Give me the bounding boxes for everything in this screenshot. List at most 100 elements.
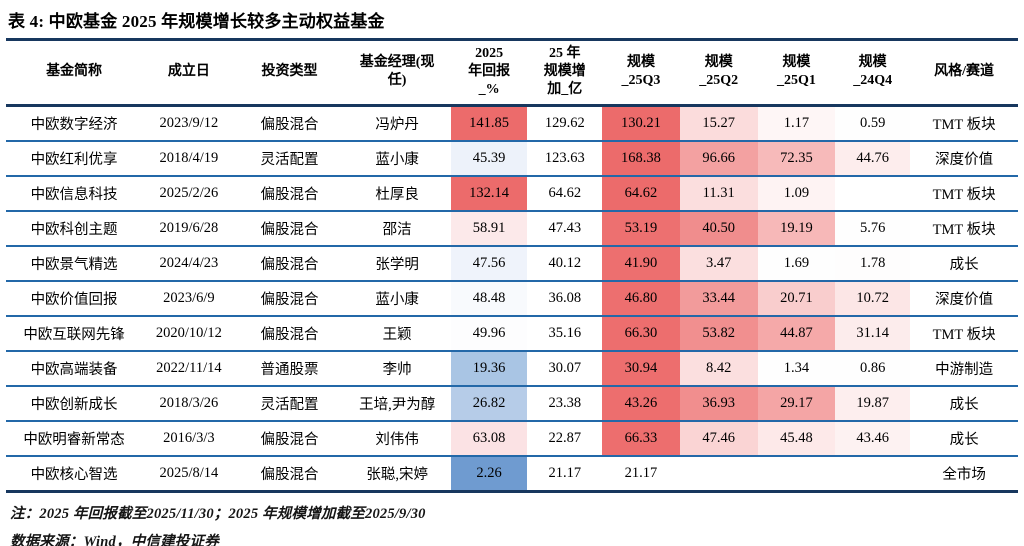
scale-24q4-cell bbox=[835, 175, 911, 212]
note-cutoff-dates: 注：2025 年回报截至2025/11/30；2025 年规模增加截至2025/… bbox=[10, 505, 426, 522]
scale-25q1-cell: 1.69 bbox=[757, 245, 836, 282]
fund-name: 中欧明睿新常态 bbox=[6, 420, 143, 457]
scale-24q4-cell bbox=[835, 455, 911, 493]
fund-investment-type: 偏股混合 bbox=[235, 175, 344, 212]
scale-25q2-cell: 47.46 bbox=[679, 420, 758, 457]
style-track: 中游制造 bbox=[910, 350, 1018, 387]
scale-increase-cell: 123.63 bbox=[527, 140, 603, 177]
return-2025-cell: 2.26 bbox=[450, 455, 528, 493]
scale-25q2-cell: 15.27 bbox=[679, 105, 758, 142]
fund-manager: 冯炉丹 bbox=[343, 105, 451, 142]
table-row: 中欧互联网先锋 2020/10/12 偏股混合 王颖 49.96 35.16 6… bbox=[6, 315, 1018, 352]
scale-25q3-cell: 53.19 bbox=[602, 210, 680, 247]
col-style-track: 风格/赛道 bbox=[910, 38, 1018, 107]
fund-name: 中欧互联网先锋 bbox=[6, 315, 143, 352]
scale-25q1-cell bbox=[757, 455, 836, 493]
return-2025-cell: 141.85 bbox=[450, 105, 528, 142]
fund-inception-date: 2024/4/23 bbox=[142, 245, 236, 282]
fund-name: 中欧信息科技 bbox=[6, 175, 143, 212]
scale-25q3-cell: 130.21 bbox=[602, 105, 680, 142]
fund-manager: 蓝小康 bbox=[343, 140, 451, 177]
return-2025-cell: 48.48 bbox=[450, 280, 528, 317]
col-scale-25q2: 规模 _25Q2 bbox=[679, 38, 758, 107]
fund-inception-date: 2019/6/28 bbox=[142, 210, 236, 247]
fund-investment-type: 偏股混合 bbox=[235, 280, 344, 317]
fund-inception-date: 2023/6/9 bbox=[142, 280, 236, 317]
scale-25q2-cell: 3.47 bbox=[679, 245, 758, 282]
fund-investment-type: 偏股混合 bbox=[235, 210, 344, 247]
return-2025-cell: 45.39 bbox=[450, 140, 528, 177]
table-row: 中欧核心智选 2025/8/14 偏股混合 张聪,宋婷 2.26 21.17 2… bbox=[6, 455, 1018, 493]
col-scale-increase-25: 25 年 规模增 加_亿 bbox=[527, 38, 603, 107]
col-inception-date: 成立日 bbox=[142, 38, 236, 107]
fund-manager: 邵洁 bbox=[343, 210, 451, 247]
scale-increase-cell: 23.38 bbox=[527, 385, 603, 422]
scale-24q4-cell: 0.86 bbox=[835, 350, 911, 387]
fund-investment-type: 偏股混合 bbox=[235, 455, 344, 493]
scale-24q4-cell: 1.78 bbox=[835, 245, 911, 282]
style-track: TMT 板块 bbox=[910, 105, 1018, 142]
style-track: 成长 bbox=[910, 385, 1018, 422]
scale-25q2-cell bbox=[679, 455, 758, 493]
scale-increase-cell: 129.62 bbox=[527, 105, 603, 142]
scale-24q4-cell: 0.59 bbox=[835, 105, 911, 142]
style-track: TMT 板块 bbox=[910, 315, 1018, 352]
table-row: 中欧科创主题 2019/6/28 偏股混合 邵洁 58.91 47.43 53.… bbox=[6, 210, 1018, 247]
scale-increase-cell: 47.43 bbox=[527, 210, 603, 247]
scale-24q4-cell: 43.46 bbox=[835, 420, 911, 457]
scale-25q3-cell: 41.90 bbox=[602, 245, 680, 282]
table-row: 中欧信息科技 2025/2/26 偏股混合 杜厚良 132.14 64.62 6… bbox=[6, 175, 1018, 212]
fund-name: 中欧创新成长 bbox=[6, 385, 143, 422]
fund-investment-type: 灵活配置 bbox=[235, 385, 344, 422]
scale-increase-cell: 64.62 bbox=[527, 175, 603, 212]
col-scale-24q4: 规模 _24Q4 bbox=[835, 38, 911, 107]
fund-manager: 王颖 bbox=[343, 315, 451, 352]
fund-name: 中欧数字经济 bbox=[6, 105, 143, 142]
fund-investment-type: 普通股票 bbox=[235, 350, 344, 387]
fund-manager: 杜厚良 bbox=[343, 175, 451, 212]
return-2025-cell: 26.82 bbox=[450, 385, 528, 422]
scale-25q2-cell: 53.82 bbox=[679, 315, 758, 352]
return-2025-cell: 63.08 bbox=[450, 420, 528, 457]
fund-name: 中欧红利优享 bbox=[6, 140, 143, 177]
fund-manager: 张学明 bbox=[343, 245, 451, 282]
table-row: 中欧景气精选 2024/4/23 偏股混合 张学明 47.56 40.12 41… bbox=[6, 245, 1018, 282]
scale-25q3-cell: 64.62 bbox=[602, 175, 680, 212]
fund-investment-type: 偏股混合 bbox=[235, 420, 344, 457]
fund-inception-date: 2022/11/14 bbox=[142, 350, 236, 387]
fund-name: 中欧景气精选 bbox=[6, 245, 143, 282]
scale-25q1-cell: 29.17 bbox=[757, 385, 836, 422]
style-track: 全市场 bbox=[910, 455, 1018, 493]
scale-25q3-cell: 30.94 bbox=[602, 350, 680, 387]
scale-25q1-cell: 20.71 bbox=[757, 280, 836, 317]
fund-investment-type: 偏股混合 bbox=[235, 245, 344, 282]
scale-25q3-cell: 66.30 bbox=[602, 315, 680, 352]
scale-24q4-cell: 5.76 bbox=[835, 210, 911, 247]
scale-25q1-cell: 45.48 bbox=[757, 420, 836, 457]
scale-25q2-cell: 36.93 bbox=[679, 385, 758, 422]
fund-inception-date: 2023/9/12 bbox=[142, 105, 236, 142]
table-row: 中欧红利优享 2018/4/19 灵活配置 蓝小康 45.39 123.63 1… bbox=[6, 140, 1018, 177]
scale-25q1-cell: 72.35 bbox=[757, 140, 836, 177]
scale-25q2-cell: 33.44 bbox=[679, 280, 758, 317]
fund-name: 中欧科创主题 bbox=[6, 210, 143, 247]
style-track: TMT 板块 bbox=[910, 210, 1018, 247]
style-track: 深度价值 bbox=[910, 140, 1018, 177]
scale-24q4-cell: 10.72 bbox=[835, 280, 911, 317]
scale-increase-cell: 22.87 bbox=[527, 420, 603, 457]
fund-inception-date: 2018/4/19 bbox=[142, 140, 236, 177]
fund-name: 中欧高端装备 bbox=[6, 350, 143, 387]
fund-manager: 王培,尹为醇 bbox=[343, 385, 451, 422]
scale-25q1-cell: 1.17 bbox=[757, 105, 836, 142]
scale-24q4-cell: 31.14 bbox=[835, 315, 911, 352]
scale-25q2-cell: 11.31 bbox=[679, 175, 758, 212]
header-row: 基金简称 成立日 投资类型 基金经理(现 任) 2025 年回报 _% 25 年… bbox=[6, 38, 1018, 107]
col-scale-25q3: 规模 _25Q3 bbox=[602, 38, 680, 107]
fund-inception-date: 2025/2/26 bbox=[142, 175, 236, 212]
return-2025-cell: 47.56 bbox=[450, 245, 528, 282]
footnotes: 注：2025 年回报截至2025/11/30；2025 年规模增加截至2025/… bbox=[10, 502, 1014, 546]
scale-increase-cell: 21.17 bbox=[527, 455, 603, 493]
return-2025-cell: 19.36 bbox=[450, 350, 528, 387]
table-row: 中欧高端装备 2022/11/14 普通股票 李帅 19.36 30.07 30… bbox=[6, 350, 1018, 387]
scale-24q4-cell: 19.87 bbox=[835, 385, 911, 422]
